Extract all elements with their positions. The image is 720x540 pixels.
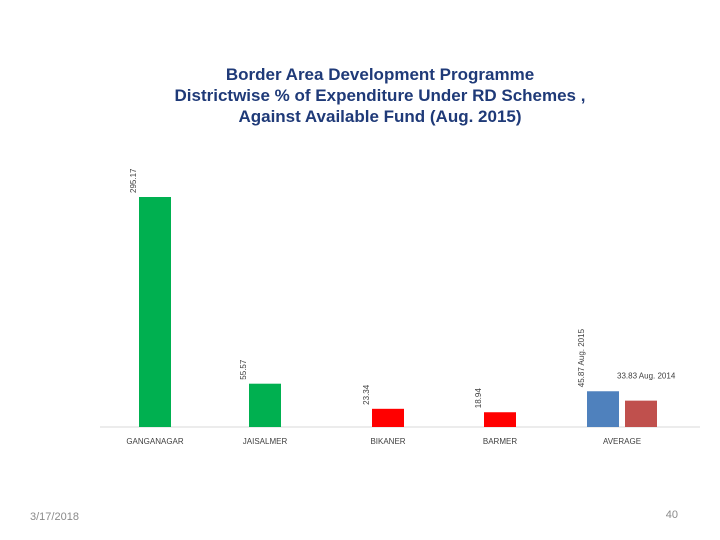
bar-value-label: 18.94 bbox=[474, 388, 483, 409]
bar-average-2 bbox=[625, 400, 657, 427]
category-label-bikaner: BIKANER bbox=[370, 437, 405, 446]
bar-group bbox=[139, 197, 657, 427]
slide-page-number: 40 bbox=[665, 509, 678, 521]
title-line-2: Districtwise % of Expenditure Under RD S… bbox=[174, 86, 586, 105]
bar-value-label: 45.87 Aug. 2015 bbox=[577, 328, 586, 387]
bar-jaisalmer bbox=[249, 383, 281, 427]
title-line-1: Border Area Development Programme bbox=[225, 65, 535, 84]
bar-value-label: 295.17 bbox=[129, 168, 138, 193]
bar-value-label: 55.57 bbox=[239, 359, 248, 380]
bar-ganganagar bbox=[139, 197, 171, 427]
chart-title: Border Area Development Programme Distri… bbox=[150, 64, 610, 127]
bar-average-1 bbox=[587, 391, 619, 427]
slide-date: 3/17/2018 bbox=[30, 511, 79, 523]
bar-value-label: 33.83 Aug. 2014 bbox=[617, 372, 676, 381]
bar-bikaner bbox=[372, 408, 404, 427]
title-line-3: Against Available Fund (Aug. 2015) bbox=[238, 107, 522, 126]
category-label-average: AVERAGE bbox=[603, 437, 641, 446]
bar-barmer bbox=[484, 412, 516, 427]
bar-label-group: 295.17 55.57 23.34 18.94 45.87 Aug. 2015 33.8… bbox=[129, 168, 676, 408]
category-label-group: GANGANAGAR JAISALMER BIKANER BARMER AVERAGE bbox=[126, 437, 641, 446]
category-label-barmer: BARMER bbox=[483, 437, 517, 446]
category-label-ganganagar: GANGANAGAR bbox=[126, 437, 184, 446]
category-label-jaisalmer: JAISALMER bbox=[243, 437, 288, 446]
bar-value-label: 23.34 bbox=[362, 384, 371, 405]
